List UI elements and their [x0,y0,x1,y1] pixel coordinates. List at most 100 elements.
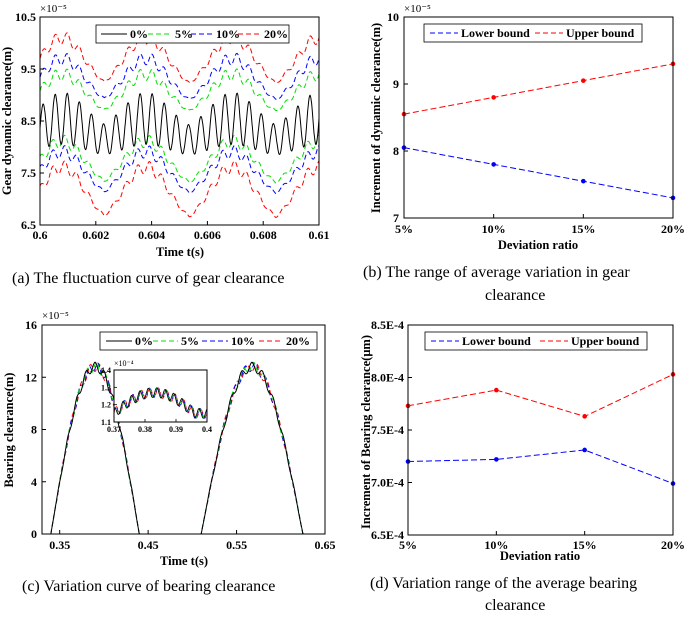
panel-b-y-tick-label: 9 [393,77,399,91]
panel-c-legend-box [99,331,318,351]
panel-c-inset-x-tick-label: 0.4 [202,425,212,434]
panel-b-x-ticks: 5% 10% 15% 20% [395,214,685,236]
panel-c-y-tick-label: 4 [31,475,37,489]
panel-c-inset-y-tick-label: 1.2 [101,401,111,410]
panel-d-legend-0: Lower bound [462,334,531,348]
panel-b-x-tick-label: 5% [395,222,413,236]
panel-b-y-tick-label: 8 [393,144,399,158]
panel-d-y-ticks: 6.5E-4 7.0E-4 7.5E-4 8.0E-4 8.5E-4 [371,318,412,542]
panel-a-plot [39,32,320,219]
panel-d-x-ticks: 5% 10% 15% 20% [399,531,685,552]
panel-b-caption-line-1: (b) The range of average variation in ge… [363,264,630,281]
panel-a-series-20pct-line [39,32,320,84]
panel-a-x-tick-label: 0.608 [250,228,277,242]
panel-c-x-tick-label: 0.55 [226,538,247,552]
panel-b-axes-box [403,16,674,219]
panel-b-x-tick-label: 10% [482,222,506,236]
panel-b-series-0-point [491,162,496,167]
panel-c-y-tick-label: 12 [25,370,37,384]
panel-d-axes-box [407,324,674,536]
panel-c-x-tick-label: 0.45 [138,538,159,552]
panel-c-inset-x-tick-label: 0.38 [138,425,152,434]
panel-c-inset: ×10⁻⁴ 1.1 1.2 1.3 1.4 0.37 0.38 0.39 0.4 [101,359,212,434]
panel-d-legend: Lower bound Upper bound [424,331,648,351]
panel-d-legend-1: Upper bound [571,334,639,348]
panel-c-y-tick-label: 8 [31,423,37,437]
panel-b-series-1-point [491,95,496,100]
panel-c: ×10⁻⁵ 0 4 8 12 16 0.35 0.45 0.55 0.65 Time t(s)… [2,310,336,595]
panel-c-legend-0: 0% [135,334,153,348]
panel-d: 6.5E-4 7.0E-4 7.5E-4 8.0E-4 8.5E-4 5% 10% 15% 2… [359,318,685,614]
panel-d-caption-line-1: (d) Variation range of the average beari… [370,575,637,592]
panel-c-inset-box [113,369,208,423]
panel-c-inset-plot [113,387,208,419]
panel-b-y-tick-label: 10 [387,10,399,24]
panel-d-series-0-line [407,449,674,484]
panel-c-y-tick-label: 16 [25,318,37,332]
panel-a-series-0pct-line [39,92,320,155]
panel-b-x-label: Deviation ratio [498,238,578,252]
panel-c-legend-1: 5% [181,334,199,348]
panel-c-inset-y-exponent: ×10⁻⁴ [114,359,134,368]
panel-b-y-tick-label: 7 [393,211,399,225]
panel-c-inset-y-ticks: 1.1 1.2 1.3 1.4 [101,366,117,427]
panel-b-caption-line-2: clearance [485,287,545,304]
panel-c-inset-series-3-line [113,387,208,419]
panel-d-series-1-point [582,414,587,419]
panel-a-y-label: Gear dynamic clearance(m) [0,47,14,195]
panel-c-x-label: Time t(s) [160,554,208,568]
panel-b-y-ticks: 7 8 9 10 [387,10,408,225]
panel-d-series-1-line [407,373,674,417]
panel-c-y-exponent: ×10⁻⁵ [42,310,69,322]
panel-d-series-1-point [494,387,499,393]
panel-a-series-10pct-line [39,52,320,100]
panel-d-caption-line-2: clearance [485,597,545,614]
panel-c-inset-x-tick-label: 0.37 [107,425,121,434]
panel-a-series-5pct-line [39,134,320,184]
panel-d-legend-box [424,331,648,351]
panel-c-x-ticks: 0.35 0.45 0.55 0.65 [49,530,336,552]
panel-c-inset-y-tick-label: 1.3 [101,383,111,392]
panel-a-legend-1: 5% [175,27,193,41]
panel-c-y-label: Bearing clearance(m) [2,373,16,488]
panel-b-plot [401,61,676,201]
panel-d-y-tick-label: 8.0E-4 [371,371,404,385]
panel-c-inset-y-tick-label: 1.4 [101,366,111,375]
panel-d-series-0-point [494,457,499,462]
panel-c-y-tick-label: 0 [31,527,37,541]
panel-d-plot [405,372,676,486]
panel-a-y-exponent: ×10⁻⁵ [40,3,67,15]
panel-b-legend-0: Lower bound [461,26,530,40]
panel-b-legend-box [423,23,643,43]
panel-d-series-0-point [582,447,587,453]
panel-b-legend-1: Upper bound [566,26,634,40]
panel-b-series-1-point [581,78,586,83]
panel-c-inset-x-ticks: 0.37 0.38 0.39 0.4 [107,419,212,434]
panel-b-y-exponent: ×10⁻⁵ [404,3,431,15]
panel-a-series-20pct-line [39,160,320,219]
panel-d-y-tick-label: 6.5E-4 [371,528,404,542]
panel-b-x-tick-label: 15% [571,222,595,236]
panel-d-x-tick-label: 10% [484,538,508,552]
panel-a-legend-2: 10% [216,27,240,41]
panel-a-x-tick-label: 0.602 [82,228,109,242]
panel-d-y-label: Increment of Bearing clearance(μm) [359,335,373,529]
panel-a-y-tick-label: 10.5 [15,10,36,24]
panel-c-axes-box [41,324,326,535]
panel-a-x-tick-label: 0.6 [33,228,48,242]
panel-c-y-ticks: 0 4 8 12 16 [25,318,46,541]
panel-a-x-tick-label: 0.604 [138,228,165,242]
panel-a-series-5pct-line [39,68,320,111]
panel-d-x-tick-label: 15% [573,538,597,552]
panel-a-legend-0: 0% [130,27,148,41]
panel-a-series-10pct-line [39,145,320,195]
panel-a-legend-3: 20% [264,27,288,41]
panel-b-y-label: Increment of dynamic clearance(m) [369,23,383,213]
panel-b-series-0-point [581,178,586,184]
panel-c-x-tick-label: 0.35 [49,538,70,552]
panel-c-legend-2: 10% [231,334,255,348]
panel-a-y-tick-label: 6.5 [21,218,36,232]
panel-c-caption: (c) Variation curve of bearing clearance [22,578,275,595]
